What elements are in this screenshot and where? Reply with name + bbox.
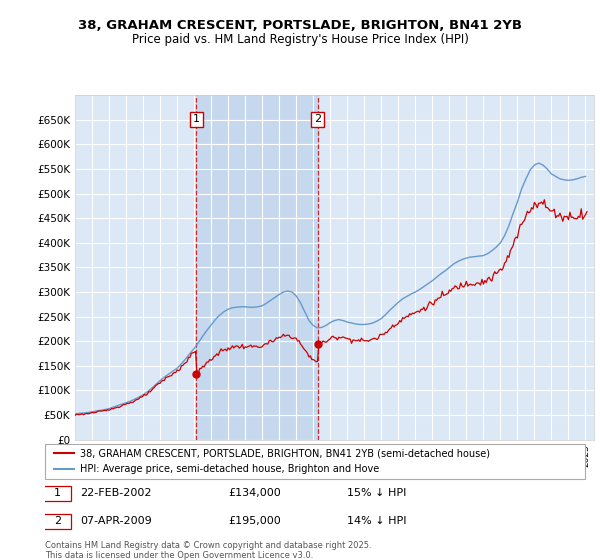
Text: £195,000: £195,000 (229, 516, 281, 526)
Text: 14% ↓ HPI: 14% ↓ HPI (347, 516, 407, 526)
Text: £134,000: £134,000 (229, 488, 281, 498)
FancyBboxPatch shape (43, 514, 71, 529)
FancyBboxPatch shape (43, 486, 71, 501)
Text: 22-FEB-2002: 22-FEB-2002 (80, 488, 152, 498)
Bar (196, 95, 318, 440)
Text: 1: 1 (193, 114, 200, 124)
Text: 07-APR-2009: 07-APR-2009 (80, 516, 152, 526)
Text: 1: 1 (54, 488, 61, 498)
Text: 2: 2 (314, 114, 322, 124)
Text: Contains HM Land Registry data © Crown copyright and database right 2025.
This d: Contains HM Land Registry data © Crown c… (45, 541, 371, 560)
Text: HPI: Average price, semi-detached house, Brighton and Hove: HPI: Average price, semi-detached house,… (80, 464, 379, 474)
Text: 15% ↓ HPI: 15% ↓ HPI (347, 488, 407, 498)
Text: 38, GRAHAM CRESCENT, PORTSLADE, BRIGHTON, BN41 2YB (semi-detached house): 38, GRAHAM CRESCENT, PORTSLADE, BRIGHTON… (80, 449, 490, 459)
Text: 38, GRAHAM CRESCENT, PORTSLADE, BRIGHTON, BN41 2YB: 38, GRAHAM CRESCENT, PORTSLADE, BRIGHTON… (78, 19, 522, 32)
Text: 2: 2 (54, 516, 61, 526)
Text: Price paid vs. HM Land Registry's House Price Index (HPI): Price paid vs. HM Land Registry's House … (131, 32, 469, 46)
